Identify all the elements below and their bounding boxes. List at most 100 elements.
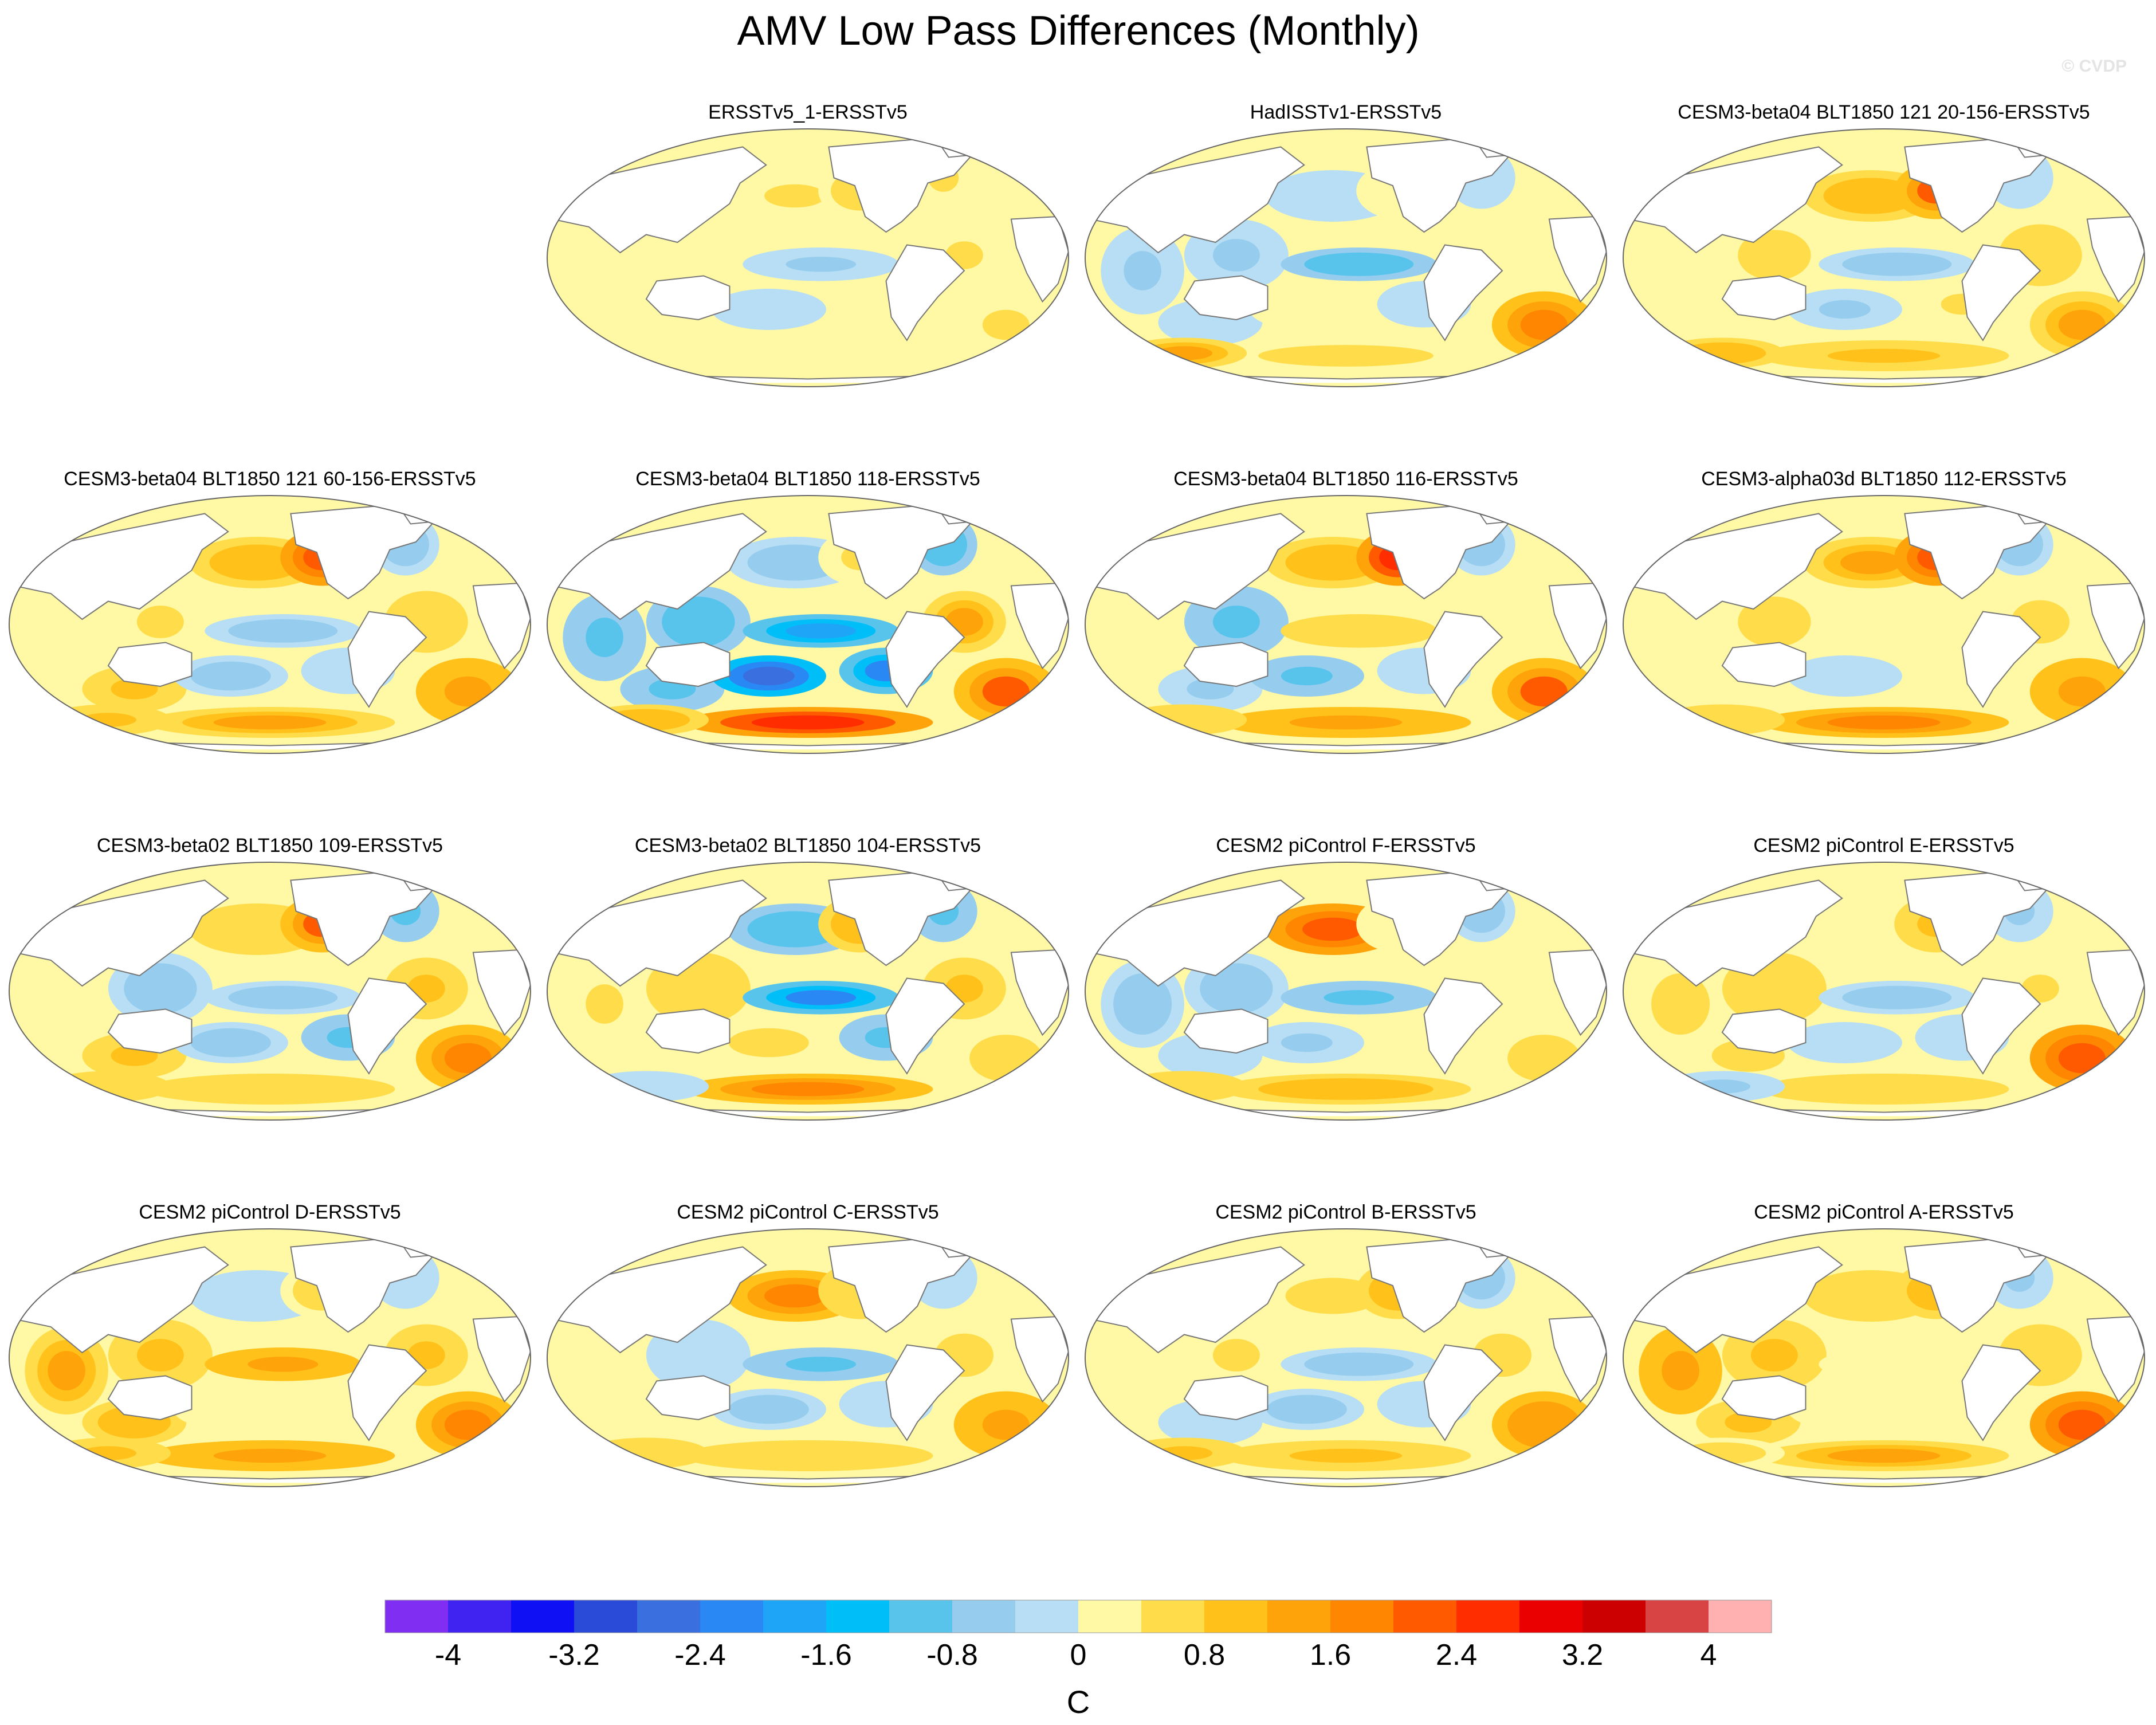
colorbar-tick-label: -3.2 <box>548 1638 600 1672</box>
anomaly-contour <box>982 309 1030 340</box>
anomaly-contour <box>1281 1400 1333 1419</box>
anomaly-contour <box>213 1448 327 1463</box>
panel-title: CESM3-beta04 BLT1850 118-ERSSTv5 <box>635 468 980 490</box>
anomaly-contour <box>674 972 722 1005</box>
anomaly-contour <box>1289 1448 1403 1463</box>
anomaly-contour <box>1212 239 1260 272</box>
anomaly-contour <box>751 1082 865 1097</box>
anomaly-contour <box>1212 1339 1260 1372</box>
land-asia <box>1628 879 1843 987</box>
anomaly-contour <box>248 990 319 1005</box>
anomaly-contour <box>1124 251 1161 290</box>
anomaly-contour <box>982 1043 1030 1074</box>
anomaly-contour <box>1750 606 1798 638</box>
anomaly-contour <box>1819 1400 1871 1419</box>
panel-title: CESM3-alpha03d BLT1850 112-ERSSTv5 <box>1701 468 2067 490</box>
anomaly-contour <box>1324 990 1395 1005</box>
anomaly-contour <box>2058 676 2106 707</box>
colorbar-box <box>1393 1600 1457 1633</box>
map-panel: CESM3-beta02 BLT1850 104-ERSSTv5 <box>547 835 1069 1121</box>
land-southAmerica <box>1423 244 1503 341</box>
land-southAmerica <box>1423 1344 1503 1441</box>
anomaly-contour <box>1520 1043 1568 1074</box>
colorbar-box <box>1141 1600 1205 1633</box>
anomaly-contour <box>1662 1351 1699 1390</box>
map-panel: CESM2 piControl E-ERSSTv5 <box>1623 835 2145 1121</box>
anomaly-contour <box>1862 1357 1933 1372</box>
map-panels: ERSSTv5_1-ERSSTv5 HadISSTv1-ERSSTv5 CESM3-… <box>9 101 2145 1487</box>
land-australia <box>107 1375 193 1421</box>
colorbar-tick-label: 1.6 <box>1310 1638 1351 1672</box>
colorbar-frame <box>384 1600 1772 1633</box>
land-southAmerica <box>1961 611 2041 708</box>
figure-title: AMV Low Pass Differences (Monthly) <box>737 8 1419 54</box>
panel-title: CESM3-beta04 BLT1850 116-ERSSTv5 <box>1173 468 1518 490</box>
land-asia <box>1090 513 1305 620</box>
anomaly-contour <box>764 1284 826 1308</box>
colorbar-tick-label: -2.4 <box>674 1638 726 1672</box>
colorbar: -4 -3.2 -2.4 -1.6 -0.8 0 0.8 1.6 2.4 3.2 4 <box>384 1600 1772 1672</box>
anomaly-contour <box>586 618 623 657</box>
land-southAmerica <box>347 1344 427 1441</box>
panel-title: CESM2 piControl E-ERSSTv5 <box>1753 835 2014 856</box>
colorbar-box <box>574 1600 638 1633</box>
panel-title: CESM2 piControl D-ERSSTv5 <box>139 1201 400 1223</box>
map-border <box>9 1228 531 1487</box>
land-asia <box>552 146 767 254</box>
anomaly-contour <box>205 1033 257 1052</box>
colorbar-box <box>1204 1600 1268 1633</box>
map-panel: HadISSTv1-ERSSTv5 <box>1085 101 1607 387</box>
anomaly-contour <box>1212 972 1260 1005</box>
land-southAmerica <box>885 611 965 708</box>
anomaly-contour <box>743 1033 795 1052</box>
land-asia <box>552 1246 767 1354</box>
anomaly-contour <box>618 346 674 360</box>
anomaly-contour <box>1289 715 1403 730</box>
anomaly-contour <box>586 984 623 1024</box>
colorbar-box <box>763 1600 827 1633</box>
colorbar-box <box>1709 1600 1772 1633</box>
anomaly-contour <box>1156 713 1212 727</box>
anomaly-contour <box>786 257 857 272</box>
anomaly-contour <box>618 1079 674 1094</box>
anomaly-contour <box>1324 257 1395 272</box>
colorbar-tick-label: 0.8 <box>1184 1638 1225 1672</box>
land-australia <box>1721 275 1807 321</box>
land-asia <box>14 1246 229 1354</box>
panel-title: CESM3-beta02 BLT1850 104-ERSSTv5 <box>635 835 981 856</box>
colorbar-tick-label: 3.2 <box>1562 1638 1603 1672</box>
anomaly-contour <box>1156 1079 1212 1094</box>
colorbar-box <box>511 1600 575 1633</box>
land-australia <box>1183 1008 1269 1054</box>
anomaly-contour <box>444 676 492 707</box>
map-border <box>9 495 531 754</box>
colorbar-box <box>637 1600 701 1633</box>
land-asia <box>552 879 767 987</box>
panel-title: ERSSTv5_1-ERSSTv5 <box>708 101 908 123</box>
map-border <box>9 862 531 1121</box>
anomaly-contour <box>1281 300 1333 319</box>
map-border <box>1085 1228 1607 1487</box>
map-panel: CESM2 piControl A-ERSSTv5 <box>1623 1201 2145 1487</box>
anomaly-contour <box>1324 623 1395 639</box>
panel-title: CESM2 piControl B-ERSSTv5 <box>1215 1201 1476 1223</box>
panel-title: CESM2 piControl A-ERSSTv5 <box>1754 1201 2014 1223</box>
anomaly-contour <box>1324 1357 1395 1372</box>
anomaly-contour <box>1520 309 1568 340</box>
land-southAmerica <box>1961 977 2041 1075</box>
anomaly-contour <box>226 1284 288 1308</box>
anomaly-contour <box>1694 713 1750 727</box>
anomaly-contour <box>1302 917 1364 941</box>
colorbar-box <box>385 1600 449 1633</box>
land-australia <box>1721 642 1807 687</box>
anomaly-contour <box>586 1351 623 1390</box>
colorbar-unit-label: C <box>1067 1684 1090 1720</box>
anomaly-contour <box>786 990 857 1005</box>
anomaly-contour <box>136 972 184 1005</box>
anomaly-contour <box>1694 346 1750 360</box>
anomaly-contour <box>1862 990 1933 1005</box>
land-southAmerica <box>885 1344 965 1441</box>
anomaly-contour <box>48 618 85 657</box>
anomaly-contour <box>1662 984 1699 1024</box>
